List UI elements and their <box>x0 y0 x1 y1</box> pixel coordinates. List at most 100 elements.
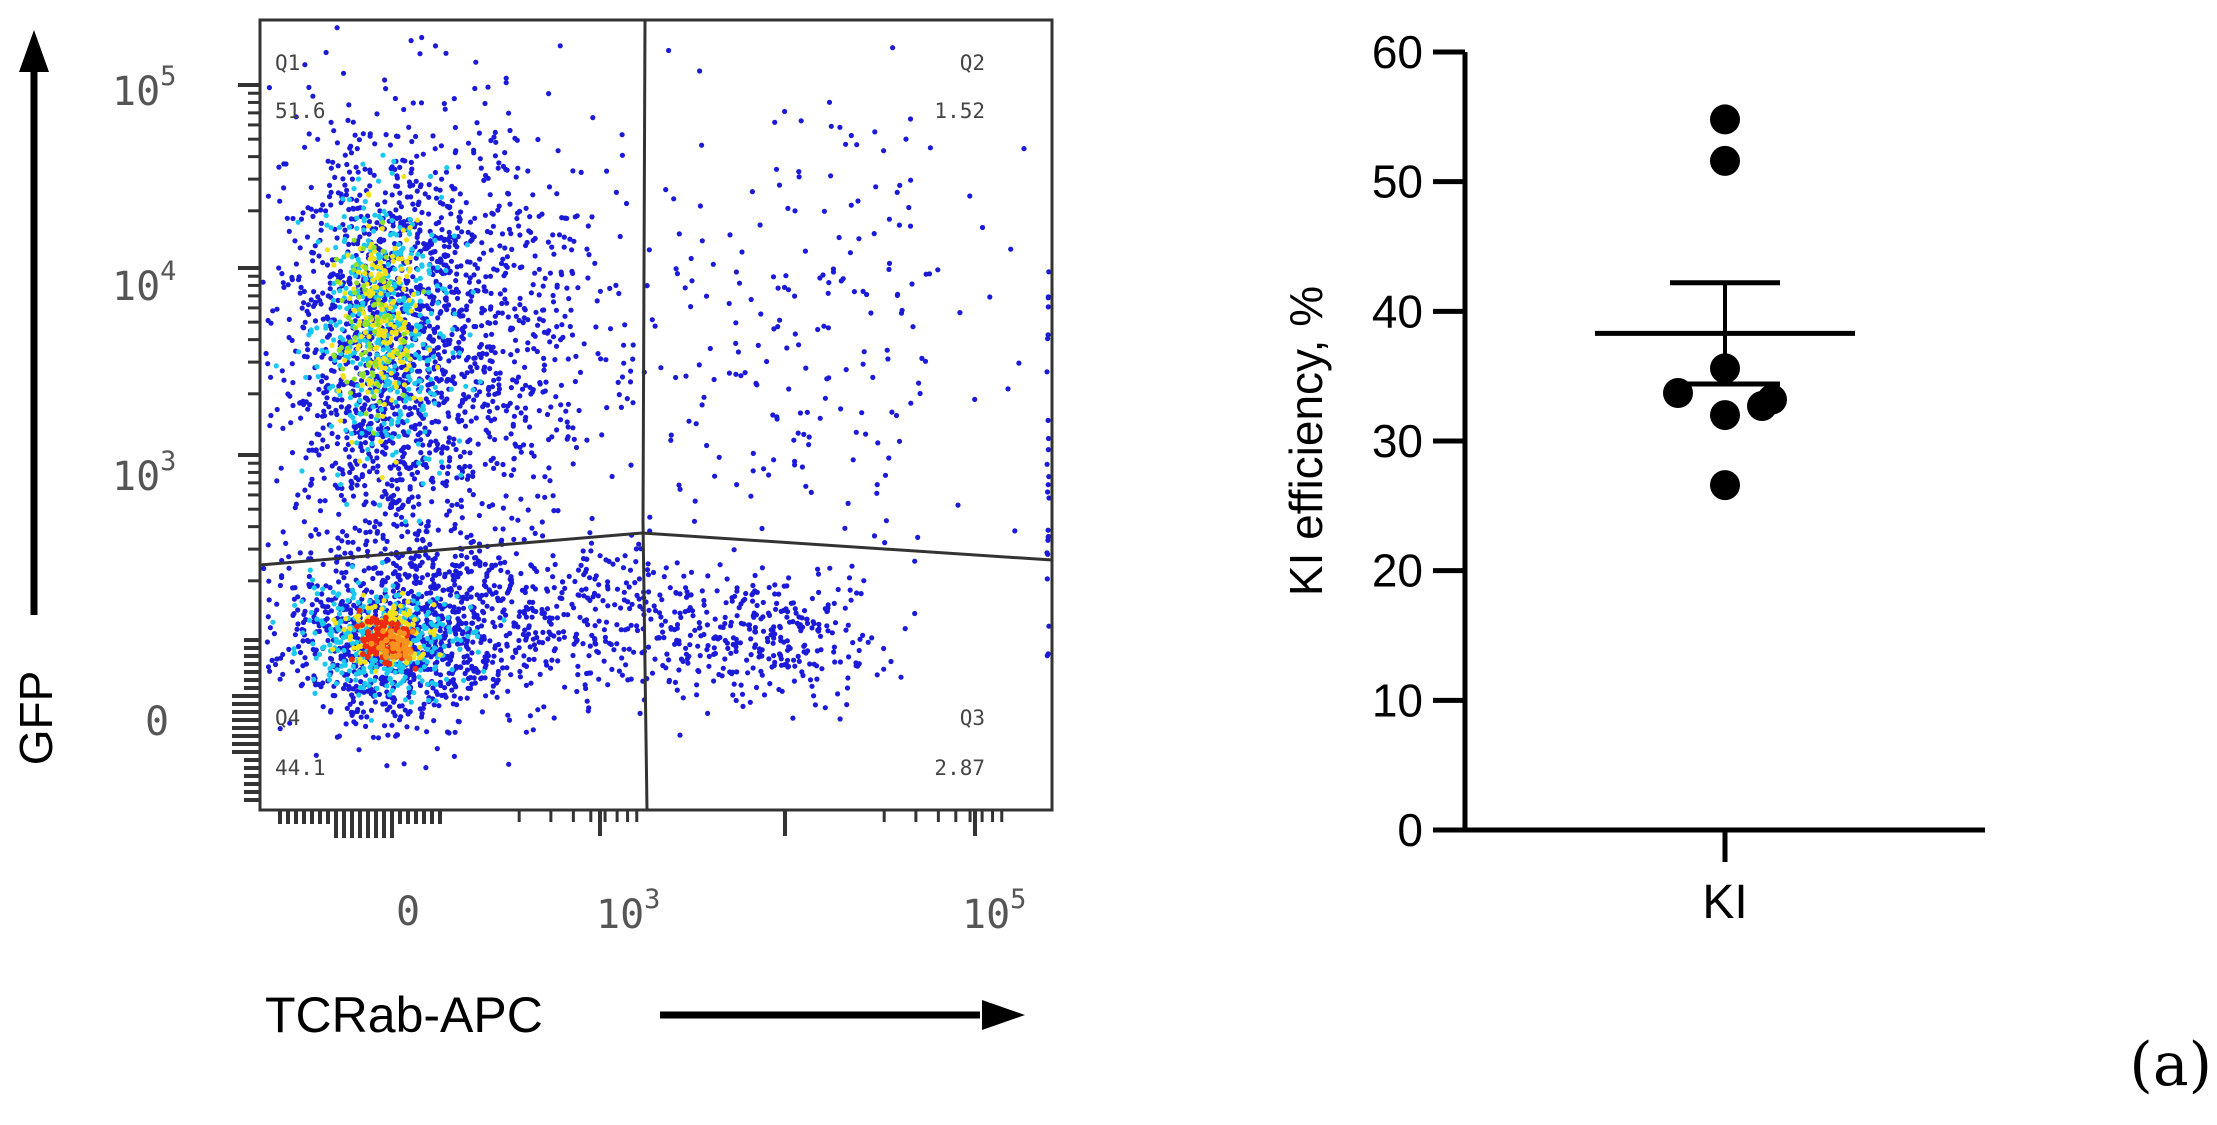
event-dot <box>367 529 373 535</box>
event-dot <box>605 579 611 585</box>
event-dot <box>337 268 344 274</box>
event-dot <box>405 352 411 359</box>
event-dot <box>495 672 501 678</box>
event-dot <box>618 404 625 410</box>
event-dot <box>475 649 481 655</box>
event-dot <box>312 299 319 305</box>
event-dot <box>603 619 610 625</box>
event-dot <box>291 596 297 602</box>
event-dot <box>686 418 692 424</box>
event-dot <box>414 153 420 159</box>
event-dot <box>847 587 853 593</box>
event-dot <box>504 641 510 647</box>
event-dot <box>340 337 346 343</box>
event-dot <box>722 656 728 662</box>
event-dot <box>431 702 437 708</box>
event-dot <box>886 216 893 222</box>
event-dot <box>586 252 592 258</box>
event-dot <box>434 345 440 351</box>
event-dot <box>886 260 893 266</box>
event-dot <box>370 322 376 328</box>
event-dot <box>319 446 325 452</box>
event-dot <box>580 548 586 554</box>
event-dot <box>342 662 348 668</box>
event-dot <box>509 599 515 605</box>
event-dot <box>494 405 500 411</box>
event-dot <box>342 152 348 158</box>
event-dot <box>550 232 556 238</box>
event-dot <box>464 303 470 309</box>
event-dot <box>281 161 287 167</box>
event-dot <box>584 437 590 443</box>
event-dot <box>500 505 506 511</box>
event-dot <box>459 229 465 235</box>
event-dot <box>331 352 337 358</box>
event-dot <box>395 241 402 248</box>
event-dot <box>837 716 843 722</box>
event-dot <box>825 325 832 331</box>
event-dot <box>581 341 587 347</box>
event-dot <box>265 664 272 670</box>
event-dot <box>795 653 801 660</box>
event-dot <box>289 274 295 280</box>
event-dot <box>281 284 287 290</box>
event-dot <box>443 694 449 700</box>
event-dot <box>372 329 378 335</box>
event-dot <box>392 245 398 251</box>
event-dot <box>722 621 728 627</box>
event-dot <box>359 405 365 411</box>
event-dot <box>304 341 310 347</box>
event-dot <box>424 635 430 642</box>
event-dot <box>432 627 438 633</box>
event-dot <box>441 262 447 268</box>
event-dot <box>549 434 555 440</box>
event-dot <box>467 275 473 281</box>
event-dot <box>809 595 816 602</box>
event-dot <box>897 182 903 188</box>
event-dot <box>472 262 478 268</box>
event-dot <box>451 753 457 760</box>
event-dot <box>796 658 802 665</box>
event-dot <box>295 621 301 627</box>
event-dot <box>456 585 462 591</box>
event-dot <box>400 429 406 435</box>
event-dot <box>688 304 694 310</box>
event-dot <box>710 261 716 267</box>
event-dot <box>660 629 666 635</box>
event-dot <box>785 205 791 211</box>
event-dot <box>408 159 414 165</box>
event-dot <box>725 645 731 652</box>
event-dot <box>300 324 306 330</box>
event-dot <box>706 663 712 669</box>
event-dot <box>424 612 430 618</box>
event-dot <box>331 289 337 295</box>
event-dot <box>692 498 698 504</box>
event-dot <box>473 59 479 65</box>
event-dot <box>388 370 394 376</box>
event-dot <box>848 597 854 603</box>
event-dot <box>854 142 860 148</box>
event-dot <box>589 214 595 220</box>
event-dot <box>611 647 617 653</box>
event-dot <box>727 232 733 238</box>
event-dot <box>331 128 337 134</box>
event-dot <box>577 614 583 620</box>
event-dot <box>373 668 379 674</box>
event-dot <box>458 504 465 510</box>
event-dot <box>530 608 537 614</box>
event-dot <box>469 368 475 374</box>
event-dot <box>786 575 792 581</box>
event-dot <box>533 309 539 315</box>
event-dot <box>618 605 624 611</box>
event-dot <box>334 639 340 645</box>
event-dot <box>734 640 740 646</box>
event-dot <box>390 258 396 264</box>
event-dot <box>453 636 460 642</box>
event-dot <box>326 194 333 200</box>
event-dot <box>501 471 507 478</box>
event-dot <box>289 337 295 343</box>
event-dot <box>298 415 304 421</box>
event-dot <box>324 262 330 268</box>
event-dot <box>366 223 372 229</box>
event-dot <box>299 681 305 687</box>
